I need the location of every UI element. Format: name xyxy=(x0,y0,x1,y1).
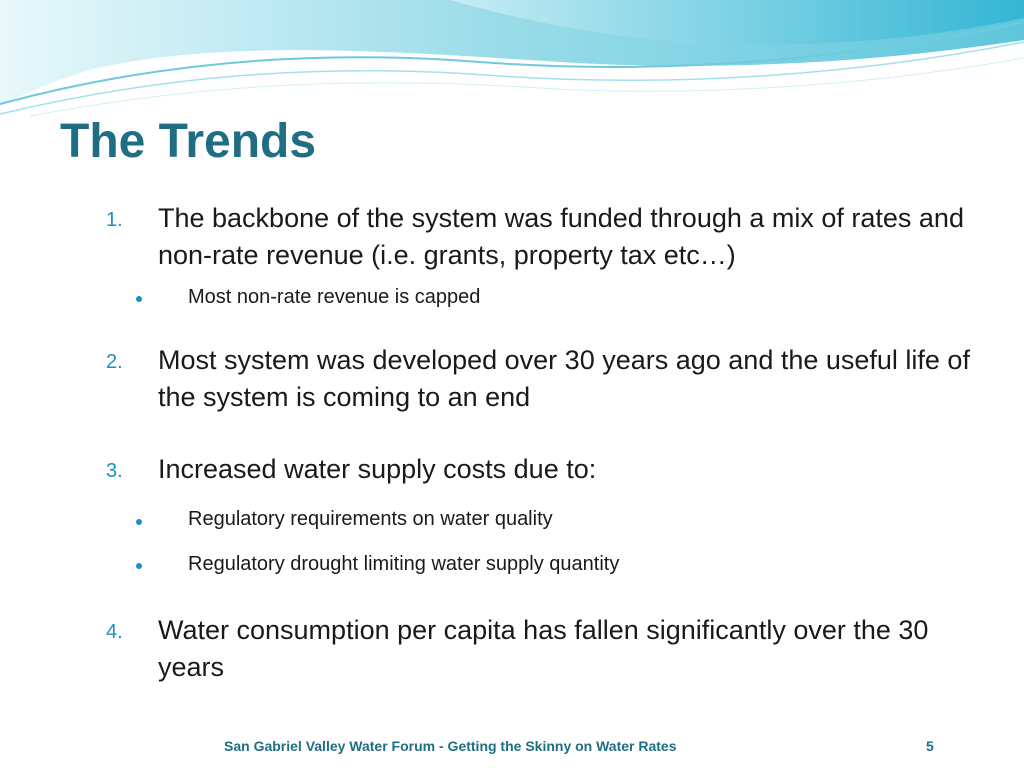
list-item-text: Most system was developed over 30 years … xyxy=(158,345,970,412)
list-number: 4. xyxy=(106,621,123,643)
list-number: 2. xyxy=(106,351,123,373)
bullet-icon xyxy=(136,563,142,569)
slide-title: The Trends xyxy=(60,115,317,168)
sub-item-text: Regulatory requirements on water quality xyxy=(188,508,553,530)
bullet-icon xyxy=(136,296,142,302)
wave-decoration xyxy=(0,0,1024,117)
list-item-text: The backbone of the system was funded th… xyxy=(158,203,964,270)
sub-item-text: Regulatory drought limiting water supply… xyxy=(188,553,620,575)
sub-item-text: Most non-rate revenue is capped xyxy=(188,286,481,308)
slide-footer: San Gabriel Valley Water Forum - Getting… xyxy=(224,738,677,754)
list-item-text: Increased water supply costs due to: xyxy=(158,454,597,484)
bullet-icon xyxy=(136,519,142,525)
list-item-text: Water consumption per capita has fallen … xyxy=(158,615,929,682)
list-number: 3. xyxy=(106,460,123,482)
list-number: 1. xyxy=(106,209,123,231)
page-number: 5 xyxy=(926,738,934,754)
